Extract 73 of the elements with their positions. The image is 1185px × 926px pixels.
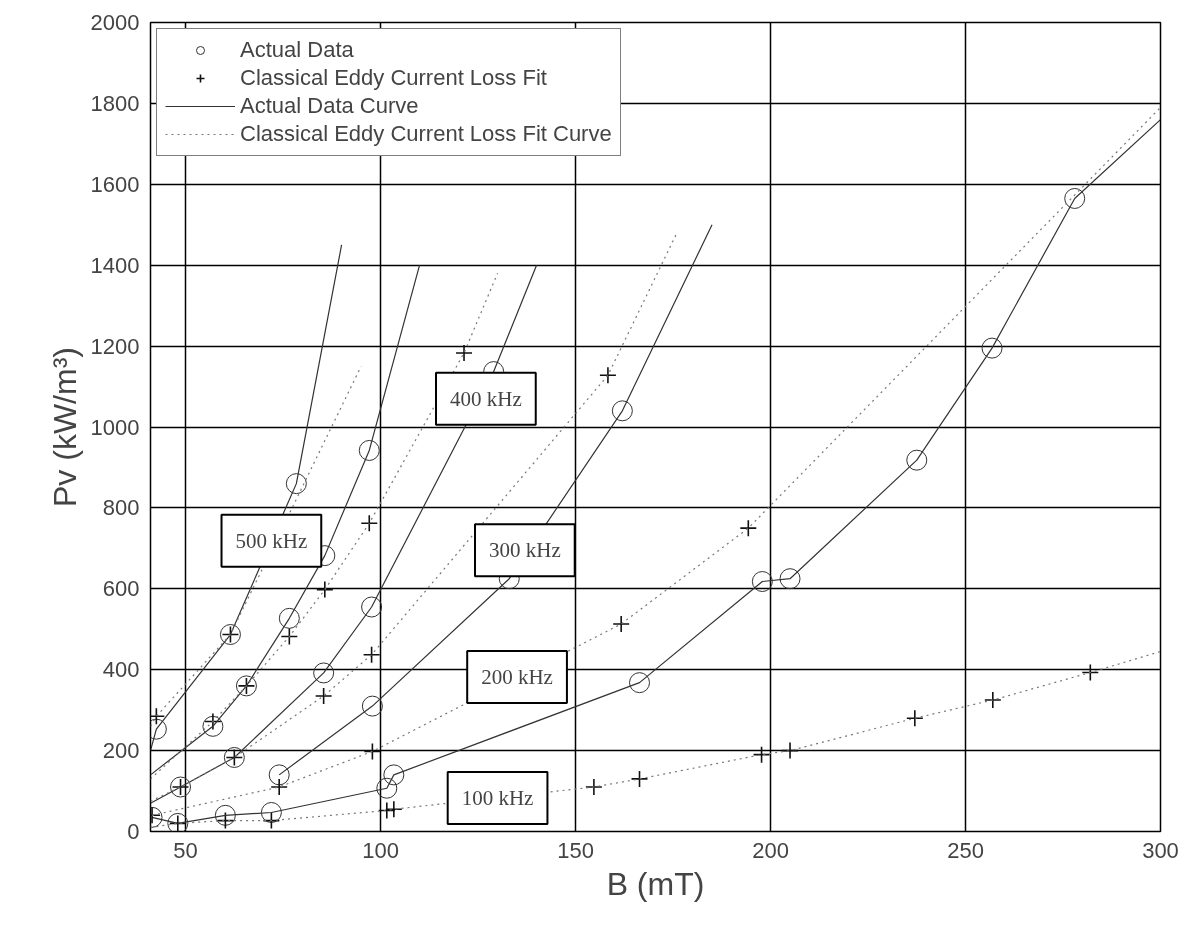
x-tick-label: 200 <box>752 837 789 863</box>
point <box>1081 663 1100 682</box>
point <box>906 709 924 728</box>
line-series <box>150 650 1161 829</box>
y-tick-label: 2000 <box>90 10 140 35</box>
legend-label: Classical Eddy Current Loss Fit <box>240 65 547 91</box>
point <box>781 741 799 760</box>
point <box>361 596 383 618</box>
legend-label: Classical Eddy Current Loss Fit Curve <box>240 121 612 147</box>
point <box>629 672 651 694</box>
point <box>260 802 282 823</box>
y-tick-label: 600 <box>102 576 140 602</box>
line-series <box>150 264 421 776</box>
y-tick-label: 1000 <box>90 414 140 440</box>
point <box>383 764 405 786</box>
point <box>216 811 235 830</box>
annotation: 500 kHz <box>235 528 308 553</box>
point <box>361 695 383 717</box>
y-tick-label: 800 <box>102 495 140 521</box>
point <box>280 627 299 646</box>
point <box>1064 187 1086 209</box>
point <box>611 400 633 422</box>
point <box>204 712 222 731</box>
x-tick-label: 50 <box>173 837 198 863</box>
x-tick-label: 300 <box>1142 837 1179 863</box>
point <box>376 777 398 799</box>
point <box>984 691 1002 709</box>
point <box>313 662 335 684</box>
y-tick-label: 400 <box>102 657 140 683</box>
point <box>360 514 379 533</box>
x-tick-label: 250 <box>947 837 984 863</box>
point <box>214 804 236 826</box>
point <box>278 607 300 629</box>
point <box>362 645 381 664</box>
point <box>981 337 1003 359</box>
point <box>385 800 403 819</box>
point <box>585 778 603 796</box>
point <box>378 801 396 820</box>
point <box>752 745 771 764</box>
point <box>739 519 758 537</box>
point <box>751 571 773 592</box>
y-tick-label: 1800 <box>90 90 140 116</box>
y-tick-label: 1400 <box>90 252 140 278</box>
y-axis-title: Pv (kW/m³) <box>46 347 83 507</box>
legend-label: Actual Data <box>240 37 354 63</box>
y-tick-label: 0 <box>127 819 140 844</box>
annotation: 200 kHz <box>481 664 553 689</box>
point <box>358 439 380 461</box>
point <box>268 764 290 786</box>
annotation: 400 kHz <box>450 386 522 411</box>
x-tick-label: 150 <box>557 837 594 863</box>
y-tick-label: 200 <box>102 738 140 764</box>
point <box>599 366 617 385</box>
y-tick-label: 1600 <box>90 171 140 197</box>
x-tick-label: 100 <box>362 837 399 863</box>
point <box>779 568 801 590</box>
line-series <box>150 244 343 752</box>
x-axis-title: B (mT) <box>606 865 705 902</box>
point <box>202 715 224 737</box>
annotation: 100 kHz <box>461 785 534 810</box>
point <box>363 742 382 761</box>
point <box>262 811 281 830</box>
point <box>612 615 630 633</box>
point <box>906 449 928 471</box>
y-tick-label: 1200 <box>90 333 140 359</box>
point <box>314 687 333 705</box>
point <box>630 770 649 788</box>
point <box>270 778 288 796</box>
point <box>285 473 307 495</box>
legend-label: Actual Data Curve <box>240 93 419 119</box>
point <box>316 580 334 599</box>
annotation: 300 kHz <box>488 538 561 563</box>
point <box>455 344 473 362</box>
